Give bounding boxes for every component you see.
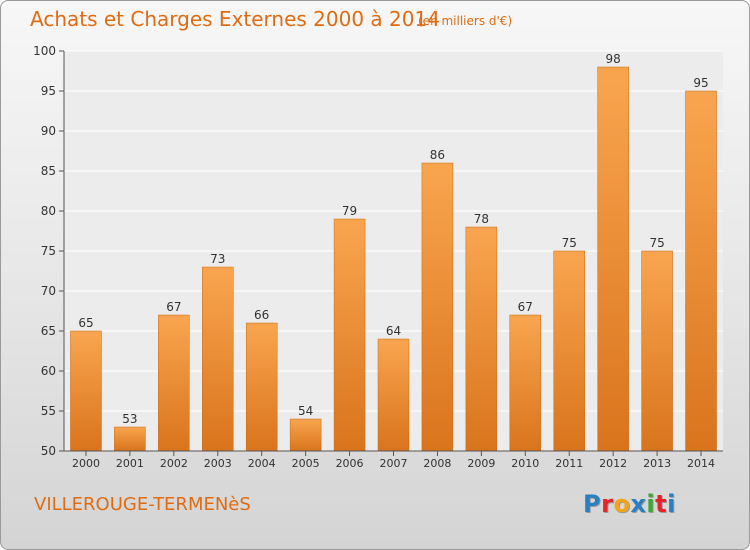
logo-letter: t [655,490,668,518]
y-tick-label: 100 [33,44,56,58]
bar-2005 [289,418,322,452]
x-tick-label-2014: 2014 [687,457,715,470]
y-tick-label: 65 [41,324,56,338]
bar-2004 [245,322,278,452]
commune-name: VILLEROUGE-TERMENèS [34,494,251,515]
x-tick-label-2012: 2012 [599,457,627,470]
bar-2008 [421,162,454,452]
bar-value-label-2003: 73 [210,252,225,266]
x-tick-label-2002: 2002 [160,457,188,470]
y-tick-label: 60 [41,364,56,378]
logo-letter: P [583,490,602,518]
bar-value-label-2008: 86 [430,148,445,162]
proxiti-logo[interactable]: Proxiti [583,490,676,518]
bar-2009 [465,226,498,452]
x-tick-label-2011: 2011 [555,457,583,470]
logo-letter: x [630,490,647,518]
bar-value-label-2005: 54 [298,404,313,418]
logo-letter: o [613,490,631,518]
x-tick-label-2009: 2009 [467,457,495,470]
bar-2003 [202,266,234,452]
x-tick-label-2013: 2013 [643,457,671,470]
logo-letter: i [667,490,676,518]
y-tick-label: 80 [41,204,56,218]
bar-value-label-2004: 66 [254,308,269,322]
x-tick-label-2008: 2008 [423,457,451,470]
x-tick-label-2004: 2004 [248,457,276,470]
y-tick-label: 50 [41,444,56,458]
bar-value-label-2000: 65 [78,316,93,330]
bar-2000 [70,330,102,452]
chart-subtitle: (en milliers d'€) [418,14,513,28]
bar-value-label-2014: 95 [693,76,708,90]
bar-value-label-2001: 53 [122,412,137,426]
y-tick-label: 95 [41,84,56,98]
bar-2010 [509,314,542,452]
bar-2012 [597,66,629,452]
bar-value-label-2011: 75 [562,236,577,250]
x-tick-label-2006: 2006 [336,457,364,470]
bar-2014 [685,90,717,452]
bar-2011 [553,250,585,452]
x-tick-label-2010: 2010 [511,457,539,470]
x-tick-label-2003: 2003 [204,457,232,470]
x-tick-label-2001: 2001 [116,457,144,470]
bar-2007 [377,338,410,452]
y-tick-label: 55 [41,404,56,418]
bar-value-label-2013: 75 [649,236,664,250]
y-tick-label: 75 [41,244,56,258]
chart-title: Achats et Charges Externes 2000 à 2014 [30,7,440,31]
bar-2013 [641,250,673,452]
bar-value-label-2012: 98 [606,52,621,66]
bar-2006 [333,218,366,452]
y-tick-label: 70 [41,284,56,298]
bar-value-label-2002: 67 [166,300,181,314]
bar-2001 [114,426,146,452]
y-tick-label: 90 [41,124,56,138]
bar-2002 [158,314,190,452]
logo-letter: i [646,490,656,518]
x-tick-label-2005: 2005 [292,457,320,470]
bar-value-label-2006: 79 [342,204,357,218]
bar-value-label-2007: 64 [386,324,401,338]
y-tick-label: 85 [41,164,56,178]
logo-letter: r [601,490,614,518]
bar-value-label-2009: 78 [474,212,489,226]
x-tick-label-2007: 2007 [380,457,408,470]
x-tick-label-2000: 2000 [72,457,100,470]
bar-value-label-2010: 67 [518,300,533,314]
